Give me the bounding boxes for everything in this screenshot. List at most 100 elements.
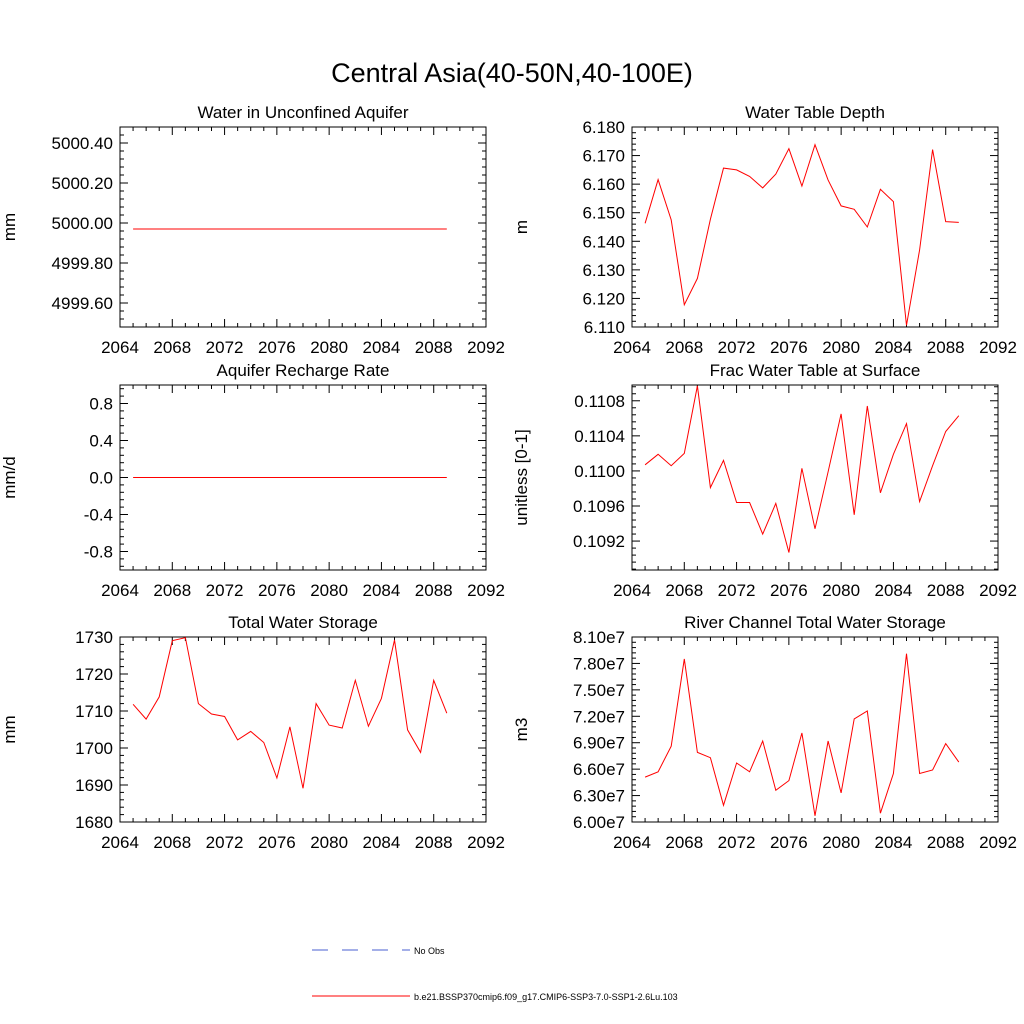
y-tick-label: -0.8 (84, 543, 113, 562)
y-tick-label: 8.10e7 (573, 628, 625, 647)
y-tick-label: 7.20e7 (573, 707, 625, 726)
x-tick-label: 2092 (467, 833, 505, 852)
x-tick-label: 2068 (153, 338, 191, 357)
x-tick-label: 2072 (206, 833, 244, 852)
plot-frame (631, 126, 999, 328)
y-tick-label: 6.170 (582, 147, 625, 166)
y-tick-label: 6.60e7 (573, 760, 625, 779)
y-tick-label: 1720 (75, 665, 113, 684)
x-tick-label: 2064 (101, 338, 139, 357)
y-tick-label: 6.110 (584, 318, 625, 337)
x-tick-label: 2084 (875, 833, 913, 852)
x-tick-label: 2076 (770, 833, 808, 852)
y-tick-label: -0.4 (84, 506, 113, 525)
chart-panel: Water Table Depth m 2064 2068 2072 2076 2080 20… (512, 103, 1017, 357)
chart-panel: River Channel Total Water Storage m3 2064 2… (512, 613, 1017, 852)
y-tick-label: 5000.20 (52, 174, 113, 193)
y-axis-label: mm (0, 213, 19, 241)
panels-container: Water in Unconfined Aquifer mm 2064 2068 207… (0, 103, 1017, 852)
x-tick-label: 2072 (718, 338, 756, 357)
plot-frame (119, 636, 487, 823)
y-tick-label: 6.90e7 (573, 734, 625, 753)
x-tick-label: 2068 (153, 581, 191, 600)
x-tick-label: 2080 (822, 833, 860, 852)
x-tick-label: 2092 (467, 338, 505, 357)
x-tick-label: 2088 (927, 581, 965, 600)
y-tick-label: 1730 (75, 628, 113, 647)
x-tick-label: 2080 (310, 833, 348, 852)
legend: No Obs b.e21.BSSP370cmip6.f09_g17.CMIP6-… (312, 946, 678, 1002)
panel-title: Water in Unconfined Aquifer (197, 103, 408, 122)
chart-panel: Frac Water Table at Surface unitless [0-1… (512, 361, 1017, 600)
x-tick-label: 2064 (101, 581, 139, 600)
y-tick-label: 0.1104 (574, 427, 625, 446)
x-tick-label: 2072 (206, 338, 244, 357)
x-tick-label: 2092 (979, 581, 1017, 600)
y-tick-label: 7.50e7 (573, 681, 625, 700)
figure-title: Central Asia(40-50N,40-100E) (331, 58, 693, 88)
x-tick-label: 2076 (770, 581, 808, 600)
plot-frame (631, 636, 999, 823)
y-tick-label: 6.180 (582, 118, 625, 137)
y-tick-label: 1710 (75, 702, 113, 721)
y-tick-label: 0.1096 (573, 497, 625, 516)
x-tick-label: 2076 (258, 581, 296, 600)
x-tick-label: 2088 (927, 833, 965, 852)
panel-title: Aquifer Recharge Rate (217, 361, 390, 380)
y-tick-label: 6.130 (582, 261, 625, 280)
x-tick-label: 2064 (613, 581, 651, 600)
x-tick-label: 2088 (927, 338, 965, 357)
y-tick-label: 1680 (75, 813, 113, 832)
legend-no-obs-label: No Obs (414, 946, 445, 956)
y-axis-label: unitless [0-1] (512, 429, 531, 525)
y-axis-label: mm (0, 715, 19, 743)
y-tick-label: 0.1100 (574, 462, 625, 481)
x-tick-label: 2064 (613, 833, 651, 852)
panel-title: Frac Water Table at Surface (710, 361, 921, 380)
series-line (644, 143, 959, 326)
y-tick-label: 6.160 (582, 175, 625, 194)
series-line (132, 637, 448, 789)
x-tick-label: 2068 (665, 338, 703, 357)
x-tick-label: 2076 (258, 833, 296, 852)
x-tick-label: 2088 (415, 338, 453, 357)
y-tick-label: 6.00e7 (573, 813, 625, 832)
series-line (644, 385, 960, 553)
x-tick-label: 2084 (363, 833, 401, 852)
x-tick-label: 2084 (875, 338, 913, 357)
y-tick-label: 1700 (75, 739, 113, 758)
x-tick-label: 2072 (718, 833, 756, 852)
chart-panel: Water in Unconfined Aquifer mm 2064 2068 207… (0, 103, 505, 357)
y-tick-label: 7.80e7 (573, 654, 625, 673)
x-tick-label: 2068 (665, 581, 703, 600)
y-tick-label: 5000.00 (52, 214, 113, 233)
y-tick-label: 0.0 (89, 469, 113, 488)
panel-title: Water Table Depth (745, 103, 885, 122)
y-tick-label: 1690 (75, 776, 113, 795)
y-tick-label: 0.4 (89, 432, 113, 451)
x-tick-label: 2076 (258, 338, 296, 357)
x-tick-label: 2084 (363, 581, 401, 600)
y-axis-label: mm/d (0, 456, 19, 499)
y-axis-label: m (512, 220, 531, 234)
x-tick-label: 2084 (875, 581, 913, 600)
y-tick-label: 0.8 (89, 395, 113, 414)
y-tick-label: 6.140 (582, 232, 625, 251)
x-tick-label: 2068 (665, 833, 703, 852)
plot-frame (119, 126, 487, 328)
y-tick-label: 4999.60 (52, 294, 113, 313)
chart-panel: Aquifer Recharge Rate mm/d 2064 2068 2072 207… (0, 361, 505, 600)
x-tick-label: 2076 (770, 338, 808, 357)
panel-title: River Channel Total Water Storage (684, 613, 946, 632)
y-tick-label: 4999.80 (52, 254, 113, 273)
x-tick-label: 2064 (613, 338, 651, 357)
y-tick-label: 6.120 (582, 289, 625, 308)
y-tick-label: 0.1092 (573, 532, 625, 551)
y-tick-label: 5000.40 (52, 134, 113, 153)
x-tick-label: 2068 (153, 833, 191, 852)
series-line (644, 653, 960, 816)
panel-title: Total Water Storage (228, 613, 378, 632)
plot-frame (631, 384, 999, 571)
x-tick-label: 2072 (718, 581, 756, 600)
